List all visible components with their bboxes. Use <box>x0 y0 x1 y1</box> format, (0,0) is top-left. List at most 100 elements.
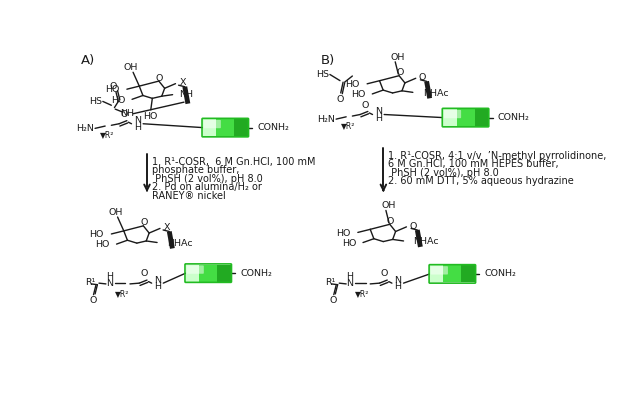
Text: OH: OH <box>124 63 138 72</box>
Text: 1. R¹-COSR,  6 M Gn.HCl, 100 mM: 1. R¹-COSR, 6 M Gn.HCl, 100 mM <box>151 157 315 167</box>
FancyBboxPatch shape <box>205 119 208 136</box>
FancyBboxPatch shape <box>459 109 462 126</box>
FancyBboxPatch shape <box>461 109 464 126</box>
FancyBboxPatch shape <box>457 265 459 282</box>
Text: H: H <box>154 282 161 291</box>
FancyBboxPatch shape <box>215 265 218 282</box>
FancyBboxPatch shape <box>197 265 200 282</box>
Text: NH: NH <box>179 90 193 99</box>
Text: CONH₂: CONH₂ <box>240 268 272 278</box>
FancyBboxPatch shape <box>219 119 221 136</box>
Text: 2. 60 mM DTT, 5% aqueous hydrazine: 2. 60 mM DTT, 5% aqueous hydrazine <box>388 176 574 186</box>
FancyBboxPatch shape <box>199 265 202 282</box>
FancyBboxPatch shape <box>464 109 466 126</box>
Text: HO: HO <box>89 230 104 239</box>
FancyBboxPatch shape <box>443 109 446 126</box>
FancyBboxPatch shape <box>437 265 439 282</box>
FancyBboxPatch shape <box>446 265 448 282</box>
FancyBboxPatch shape <box>224 265 227 282</box>
FancyBboxPatch shape <box>464 265 466 282</box>
FancyBboxPatch shape <box>475 109 477 126</box>
FancyBboxPatch shape <box>219 265 222 282</box>
FancyBboxPatch shape <box>234 119 237 136</box>
Text: N: N <box>375 107 382 116</box>
FancyBboxPatch shape <box>208 265 211 282</box>
Text: N: N <box>106 279 113 287</box>
Text: ▼R²: ▼R² <box>341 121 355 130</box>
Text: N: N <box>134 116 141 125</box>
FancyBboxPatch shape <box>226 119 228 136</box>
Text: O: O <box>336 95 344 104</box>
Text: NHAc: NHAc <box>423 89 449 98</box>
Text: H₂N: H₂N <box>318 114 336 124</box>
FancyBboxPatch shape <box>472 109 475 126</box>
FancyBboxPatch shape <box>216 119 219 136</box>
Text: CONH₂: CONH₂ <box>257 123 289 132</box>
Text: OH: OH <box>108 208 122 217</box>
Text: HO: HO <box>342 239 356 248</box>
Text: PhSH (2 vol%), pH 8.0: PhSH (2 vol%), pH 8.0 <box>388 168 499 178</box>
Text: NHAc: NHAc <box>167 239 193 248</box>
FancyBboxPatch shape <box>210 119 212 136</box>
Text: O: O <box>361 101 368 110</box>
FancyBboxPatch shape <box>212 119 214 136</box>
FancyBboxPatch shape <box>213 265 215 282</box>
Text: CONH₂: CONH₂ <box>484 269 516 278</box>
Text: PhSH (2 vol%), pH 8.0: PhSH (2 vol%), pH 8.0 <box>151 174 263 184</box>
FancyBboxPatch shape <box>434 265 437 282</box>
FancyBboxPatch shape <box>187 265 204 274</box>
FancyBboxPatch shape <box>188 265 190 282</box>
FancyBboxPatch shape <box>439 265 441 282</box>
Text: 2. Pd on alumina/H₂ or: 2. Pd on alumina/H₂ or <box>151 182 261 192</box>
Text: H: H <box>375 114 382 123</box>
Text: N: N <box>347 279 353 287</box>
FancyBboxPatch shape <box>441 265 444 282</box>
Text: X: X <box>179 78 186 88</box>
FancyBboxPatch shape <box>203 119 205 136</box>
Text: R¹: R¹ <box>325 278 336 287</box>
FancyBboxPatch shape <box>430 265 433 282</box>
FancyBboxPatch shape <box>237 119 239 136</box>
Text: N: N <box>395 276 402 285</box>
Text: HO: HO <box>345 80 360 89</box>
Text: B): B) <box>321 54 335 67</box>
FancyBboxPatch shape <box>227 119 230 136</box>
Text: O: O <box>381 269 388 278</box>
FancyBboxPatch shape <box>206 265 209 282</box>
Text: NHAc: NHAc <box>413 237 439 246</box>
FancyBboxPatch shape <box>232 119 235 136</box>
FancyBboxPatch shape <box>207 119 210 136</box>
FancyBboxPatch shape <box>455 265 457 282</box>
FancyBboxPatch shape <box>450 109 452 126</box>
FancyBboxPatch shape <box>483 109 486 126</box>
Text: O: O <box>410 222 417 230</box>
Text: CONH₂: CONH₂ <box>497 113 529 122</box>
FancyBboxPatch shape <box>245 119 248 136</box>
Text: HO: HO <box>95 240 109 249</box>
Text: OH: OH <box>391 53 405 62</box>
FancyBboxPatch shape <box>466 265 468 282</box>
Text: HO: HO <box>111 95 125 105</box>
Text: A): A) <box>81 54 95 67</box>
Text: O: O <box>387 217 394 226</box>
FancyBboxPatch shape <box>221 119 224 136</box>
FancyBboxPatch shape <box>243 119 246 136</box>
FancyBboxPatch shape <box>432 265 434 282</box>
FancyBboxPatch shape <box>192 265 195 282</box>
Text: O: O <box>396 68 404 77</box>
FancyBboxPatch shape <box>214 119 217 136</box>
FancyBboxPatch shape <box>468 109 470 126</box>
Text: O: O <box>89 295 96 305</box>
Text: N: N <box>154 276 161 285</box>
FancyBboxPatch shape <box>204 265 206 282</box>
Text: 6 M Gn.HCl, 100 mM HEPES buffer,: 6 M Gn.HCl, 100 mM HEPES buffer, <box>388 159 559 169</box>
FancyBboxPatch shape <box>195 265 197 282</box>
FancyBboxPatch shape <box>217 265 220 282</box>
Text: NH: NH <box>120 109 134 118</box>
Text: X: X <box>164 223 171 232</box>
FancyBboxPatch shape <box>486 109 488 126</box>
Text: O: O <box>419 73 426 82</box>
FancyBboxPatch shape <box>470 265 473 282</box>
Text: OH: OH <box>381 201 396 210</box>
FancyBboxPatch shape <box>186 265 188 282</box>
